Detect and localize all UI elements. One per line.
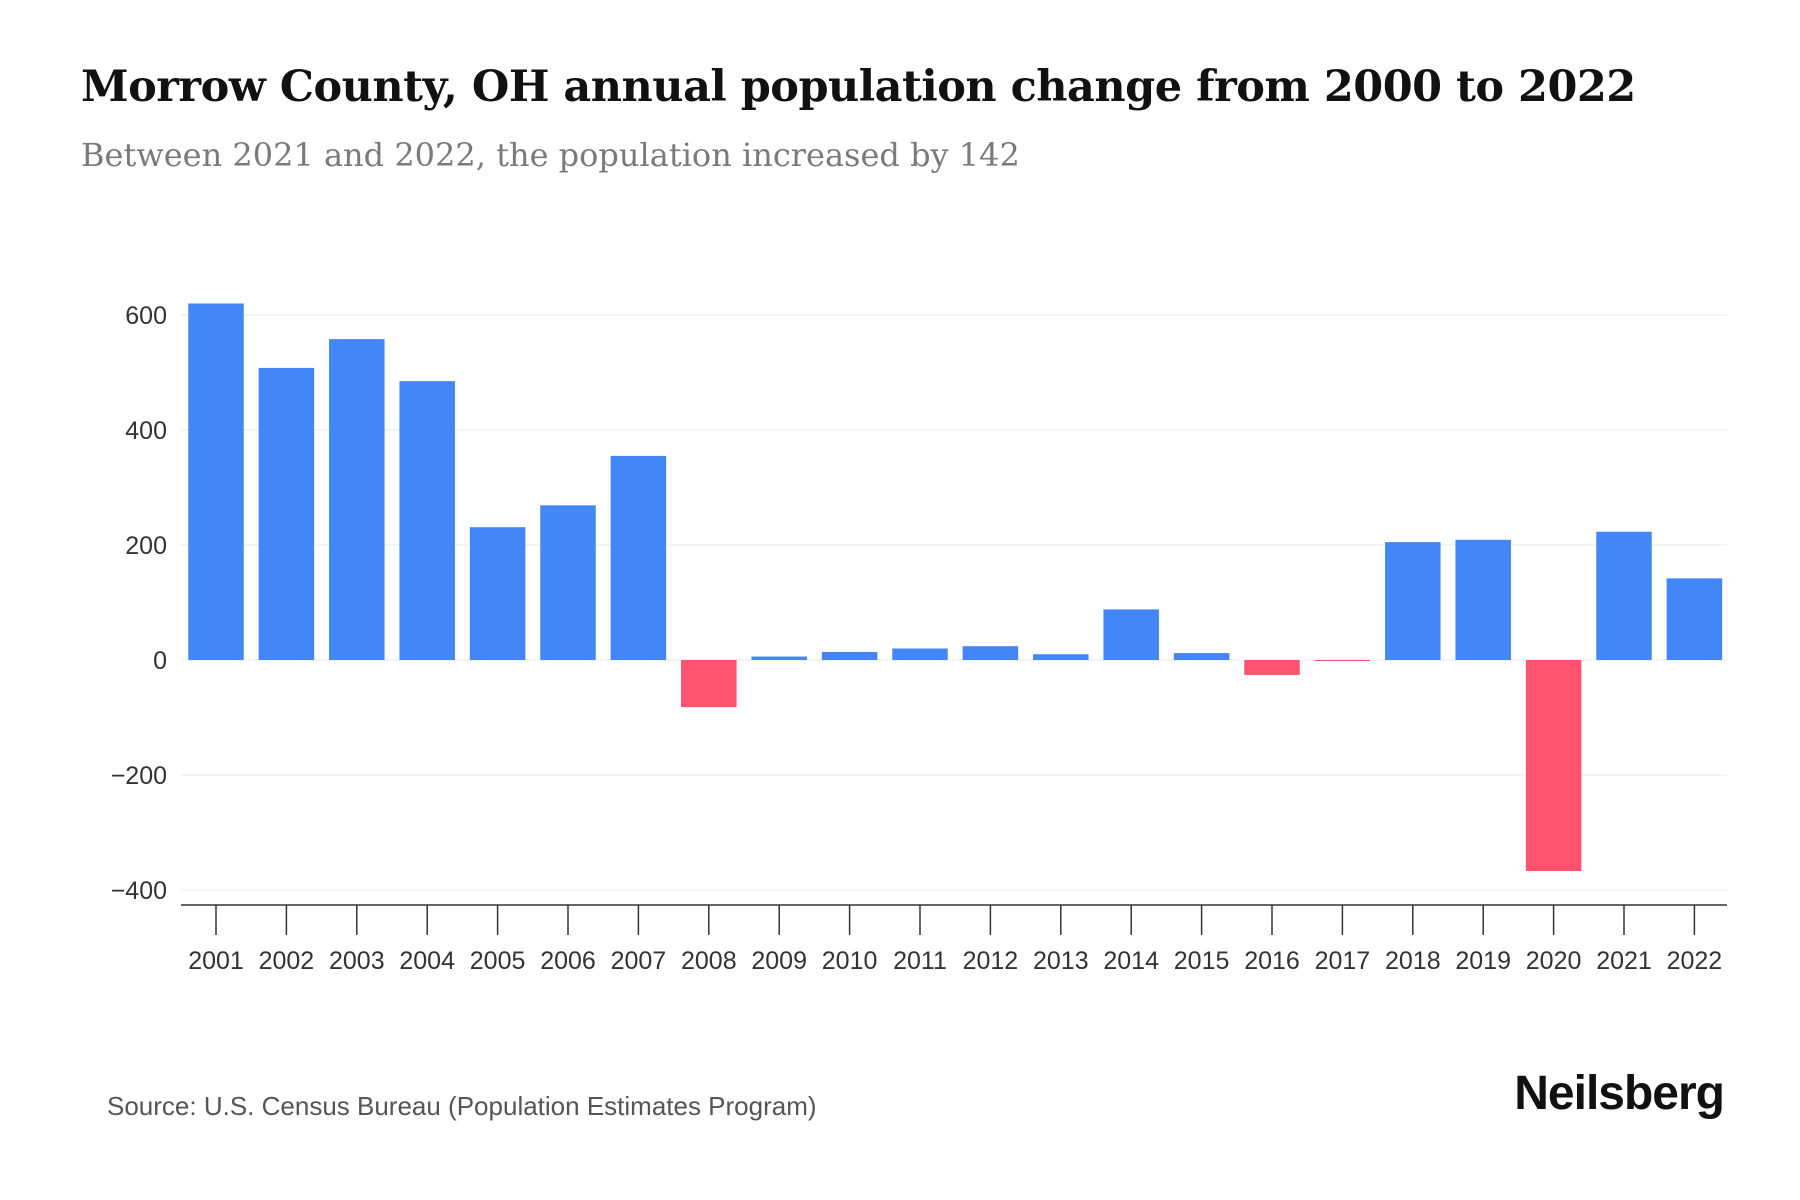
y-tick-label: −400 [111,877,167,905]
y-tick-label: 200 [125,532,167,560]
bar-2012 [962,646,1019,660]
chart-subtitle: Between 2021 and 2022, the population in… [81,136,1020,174]
x-tick-label: 2015 [1174,947,1230,975]
bar-2020 [1525,660,1582,872]
bar-2006 [540,505,596,660]
x-tick-label: 2017 [1315,947,1371,975]
bar-2016 [1244,660,1300,675]
bar-2017 [1314,660,1371,661]
bar-2011 [892,648,948,660]
x-tick-label: 2014 [1103,947,1159,975]
bar-2007 [610,455,667,660]
x-tick-label: 2020 [1526,947,1582,975]
x-tick-label: 2003 [329,947,385,975]
neilsberg-logo: Neilsberg [1514,1067,1725,1120]
x-tick-label: 2018 [1385,947,1441,975]
x-tick-label: 2005 [470,947,526,975]
x-tick-label: 2007 [611,947,667,975]
bar-2014 [1103,609,1159,660]
y-tick-label: −200 [111,762,167,790]
x-tick-label: 2021 [1596,947,1652,975]
bar-2002 [258,367,315,660]
bar-2022 [1666,578,1723,660]
x-tick-label: 2010 [822,947,878,975]
y-tick-label: 0 [153,647,167,675]
x-tick-label: 2013 [1033,947,1089,975]
bar-2015 [1173,653,1230,660]
bar-2001 [188,303,244,660]
x-tick-label: 2022 [1667,947,1723,975]
bar-2010 [821,651,878,660]
x-tick-label: 2009 [751,947,807,975]
y-tick-label: 600 [125,302,167,330]
bar-2013 [1033,654,1089,660]
bar-2003 [329,339,385,660]
y-tick-label: 400 [125,417,167,445]
bar-2018 [1385,542,1441,660]
x-tick-label: 2004 [399,947,455,975]
bar-2005 [469,527,526,660]
x-tick-label: 2001 [188,947,244,975]
x-tick-label: 2006 [540,947,596,975]
bar-2008 [681,660,737,708]
x-tick-label: 2016 [1244,947,1300,975]
bar-2021 [1596,531,1652,660]
chart-title: Morrow County, OH annual population chan… [81,62,1636,112]
source-note: Source: U.S. Census Bureau (Population E… [107,1091,817,1121]
x-tick-label: 2002 [259,947,315,975]
bar-2019 [1455,539,1511,660]
x-tick-label: 2008 [681,947,737,975]
x-tick-label: 2019 [1455,947,1511,975]
x-tick-label: 2011 [893,947,947,975]
x-tick-label: 2012 [963,947,1019,975]
bar-2009 [751,656,807,660]
bar-2004 [399,381,455,660]
